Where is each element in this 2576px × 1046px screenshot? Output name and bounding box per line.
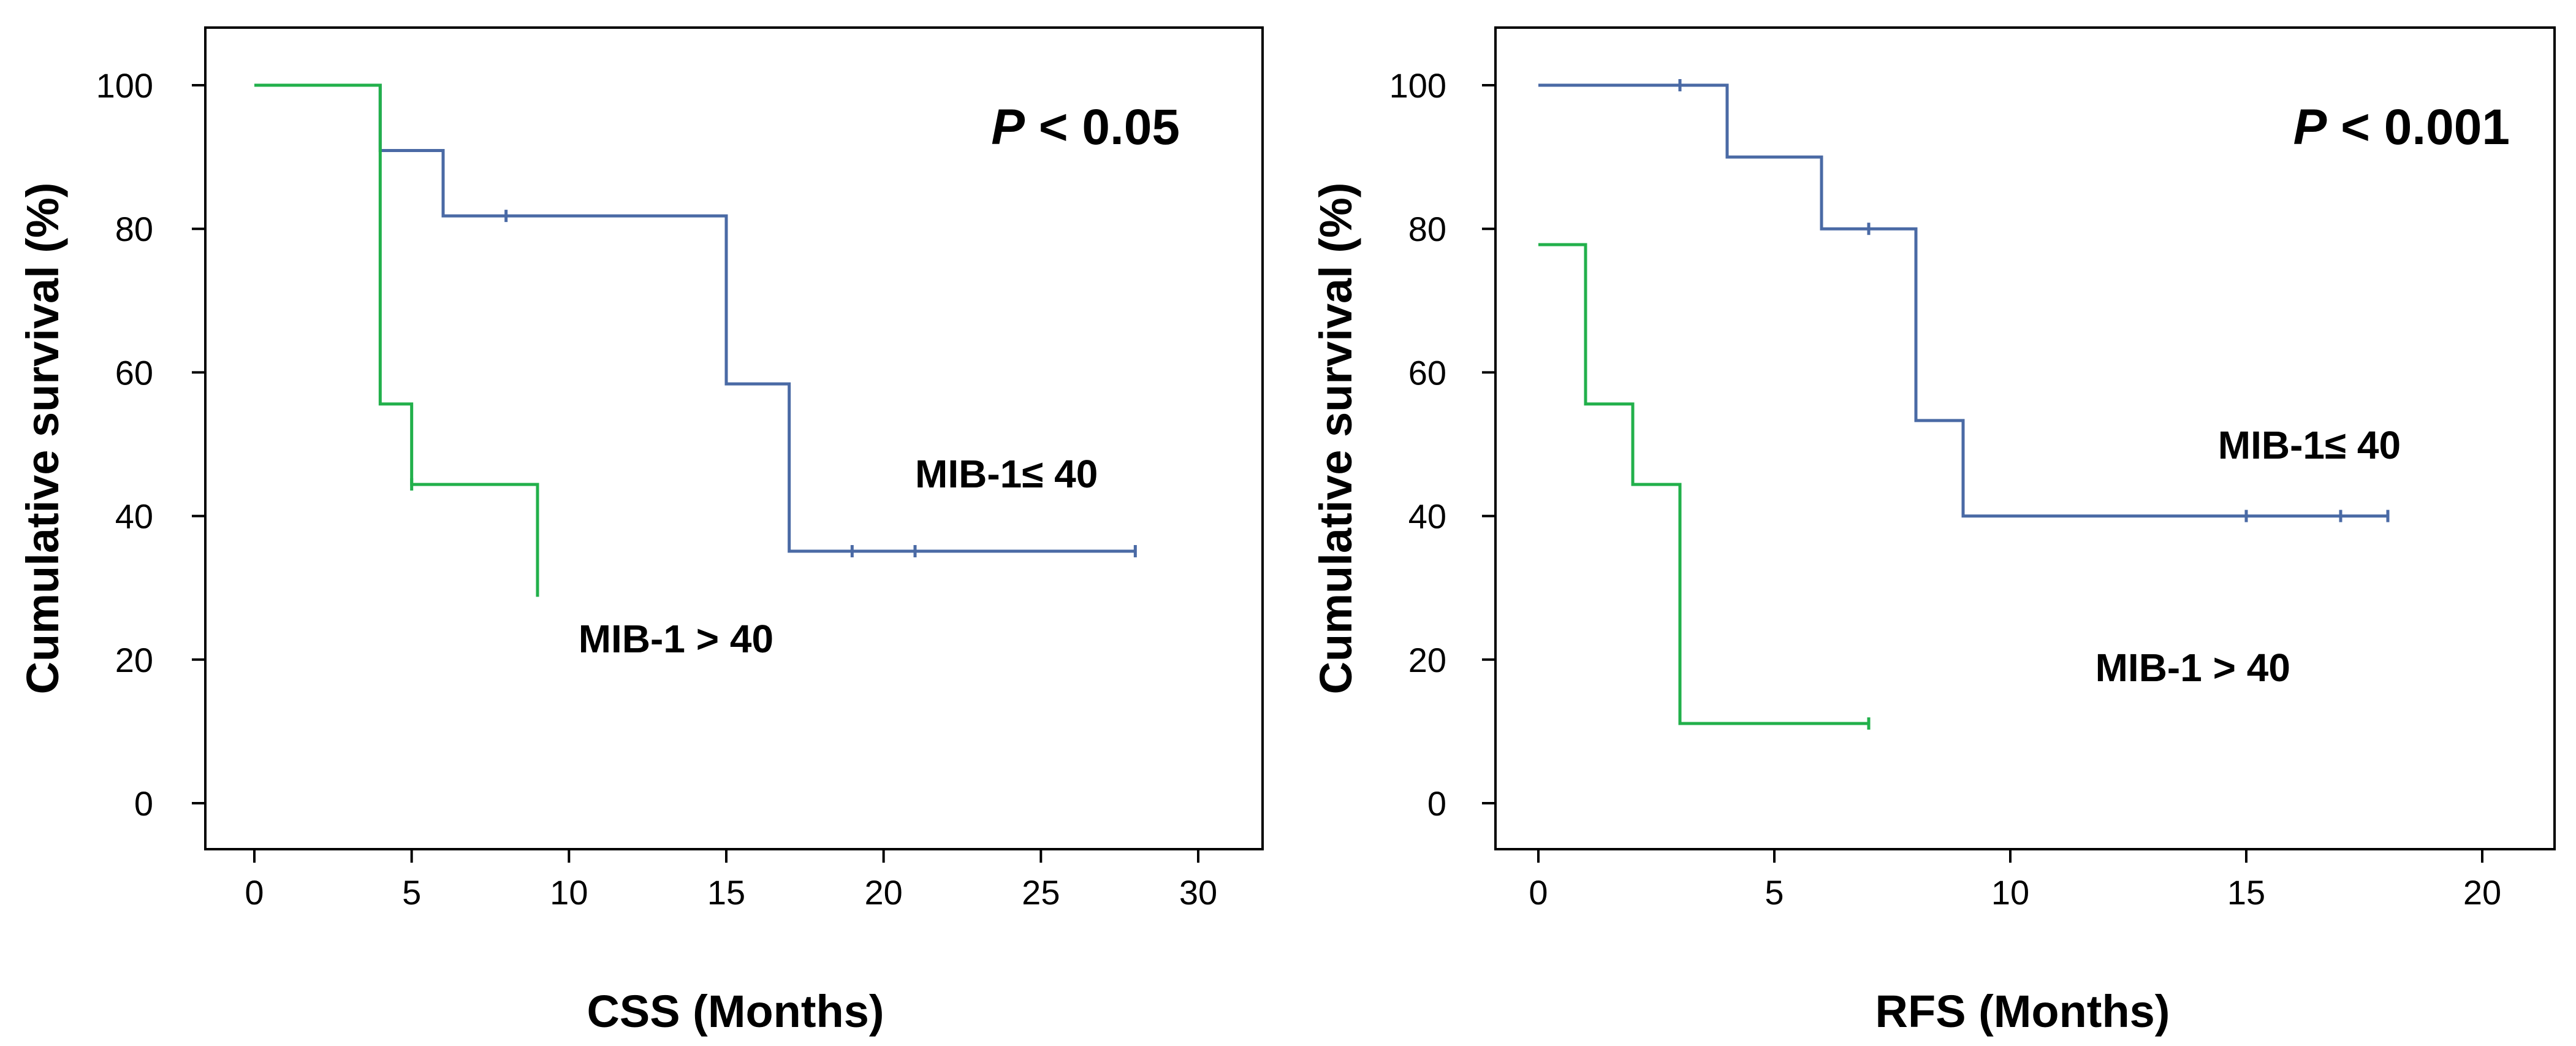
css-x-ticks: 0 5 10 15 20 25 30 [245,849,1217,912]
css-x-tick-label: 20 [865,873,903,912]
rfs-y-axis-title: Cumulative survival (%) [1310,183,1361,695]
rfs-p-value: P < 0.001 [2293,99,2510,155]
css-plot-frame [204,26,1264,850]
rfs-y-tick-label: 0 [1427,784,1446,823]
rfs-x-tick-label: 5 [1765,873,1784,912]
rfs-plot-frame [1494,26,2556,850]
rfs-y-ticks: 0 20 40 60 80 100 [1389,66,1495,823]
rfs-series [1538,79,2390,730]
css-y-tick-label: 0 [134,784,153,823]
css-y-ticks: 0 20 40 60 80 100 [96,66,205,823]
css-p-value: P < 0.05 [991,99,1180,155]
rfs-y-tick-label: 40 [1408,497,1446,536]
css-series [254,83,1137,597]
css-panel: P < 0.05 CSS (Months) Cumulative surviva… [17,26,1264,1037]
css-y-tick-label: 80 [115,210,153,248]
rfs-y-tick-label: 60 [1408,353,1446,392]
css-series-label: MIB-1≤ 40 [915,452,1098,496]
rfs-x-tick-label: 0 [1529,873,1548,912]
rfs-x-tick-label: 20 [2463,873,2501,912]
css-x-tick-label: 10 [550,873,588,912]
css-x-tick-label: 25 [1022,873,1060,912]
rfs-series-label: MIB-1 > 40 [2095,646,2290,690]
rfs-x-ticks: 0 5 10 15 20 [1529,849,2501,912]
css-y-tick-label: 20 [115,641,153,679]
css-y-tick-label: 100 [96,66,153,105]
css-x-axis-title: CSS (Months) [587,986,884,1037]
rfs-y-tick-label: 100 [1389,66,1446,105]
rfs-y-tick-label: 20 [1408,641,1446,679]
rfs-panel: P < 0.001 RFS (Months) Cumulative surviv… [1310,26,2556,1037]
rfs-series-label: MIB-1≤ 40 [2218,423,2401,467]
rfs-series-1-curve [1538,243,1869,725]
css-x-tick-label: 5 [402,873,421,912]
css-y-tick-label: 60 [115,353,153,392]
rfs-y-tick-label: 80 [1408,210,1446,248]
css-annotations: MIB-1≤ 40 MIB-1 > 40 [579,452,1098,661]
rfs-annotations: MIB-1≤ 40 MIB-1 > 40 [2095,423,2401,690]
css-x-tick-label: 0 [245,873,264,912]
css-x-tick-label: 15 [707,873,745,912]
css-y-tick-label: 40 [115,497,153,536]
rfs-x-tick-label: 10 [1991,873,2029,912]
rfs-x-axis-title: RFS (Months) [1875,986,2170,1037]
css-series-1-curve [254,83,539,591]
css-x-tick-label: 30 [1179,873,1217,912]
rfs-x-tick-label: 15 [2227,873,2265,912]
css-y-axis-title: Cumulative survival (%) [17,183,68,695]
css-series-label: MIB-1 > 40 [579,617,773,661]
